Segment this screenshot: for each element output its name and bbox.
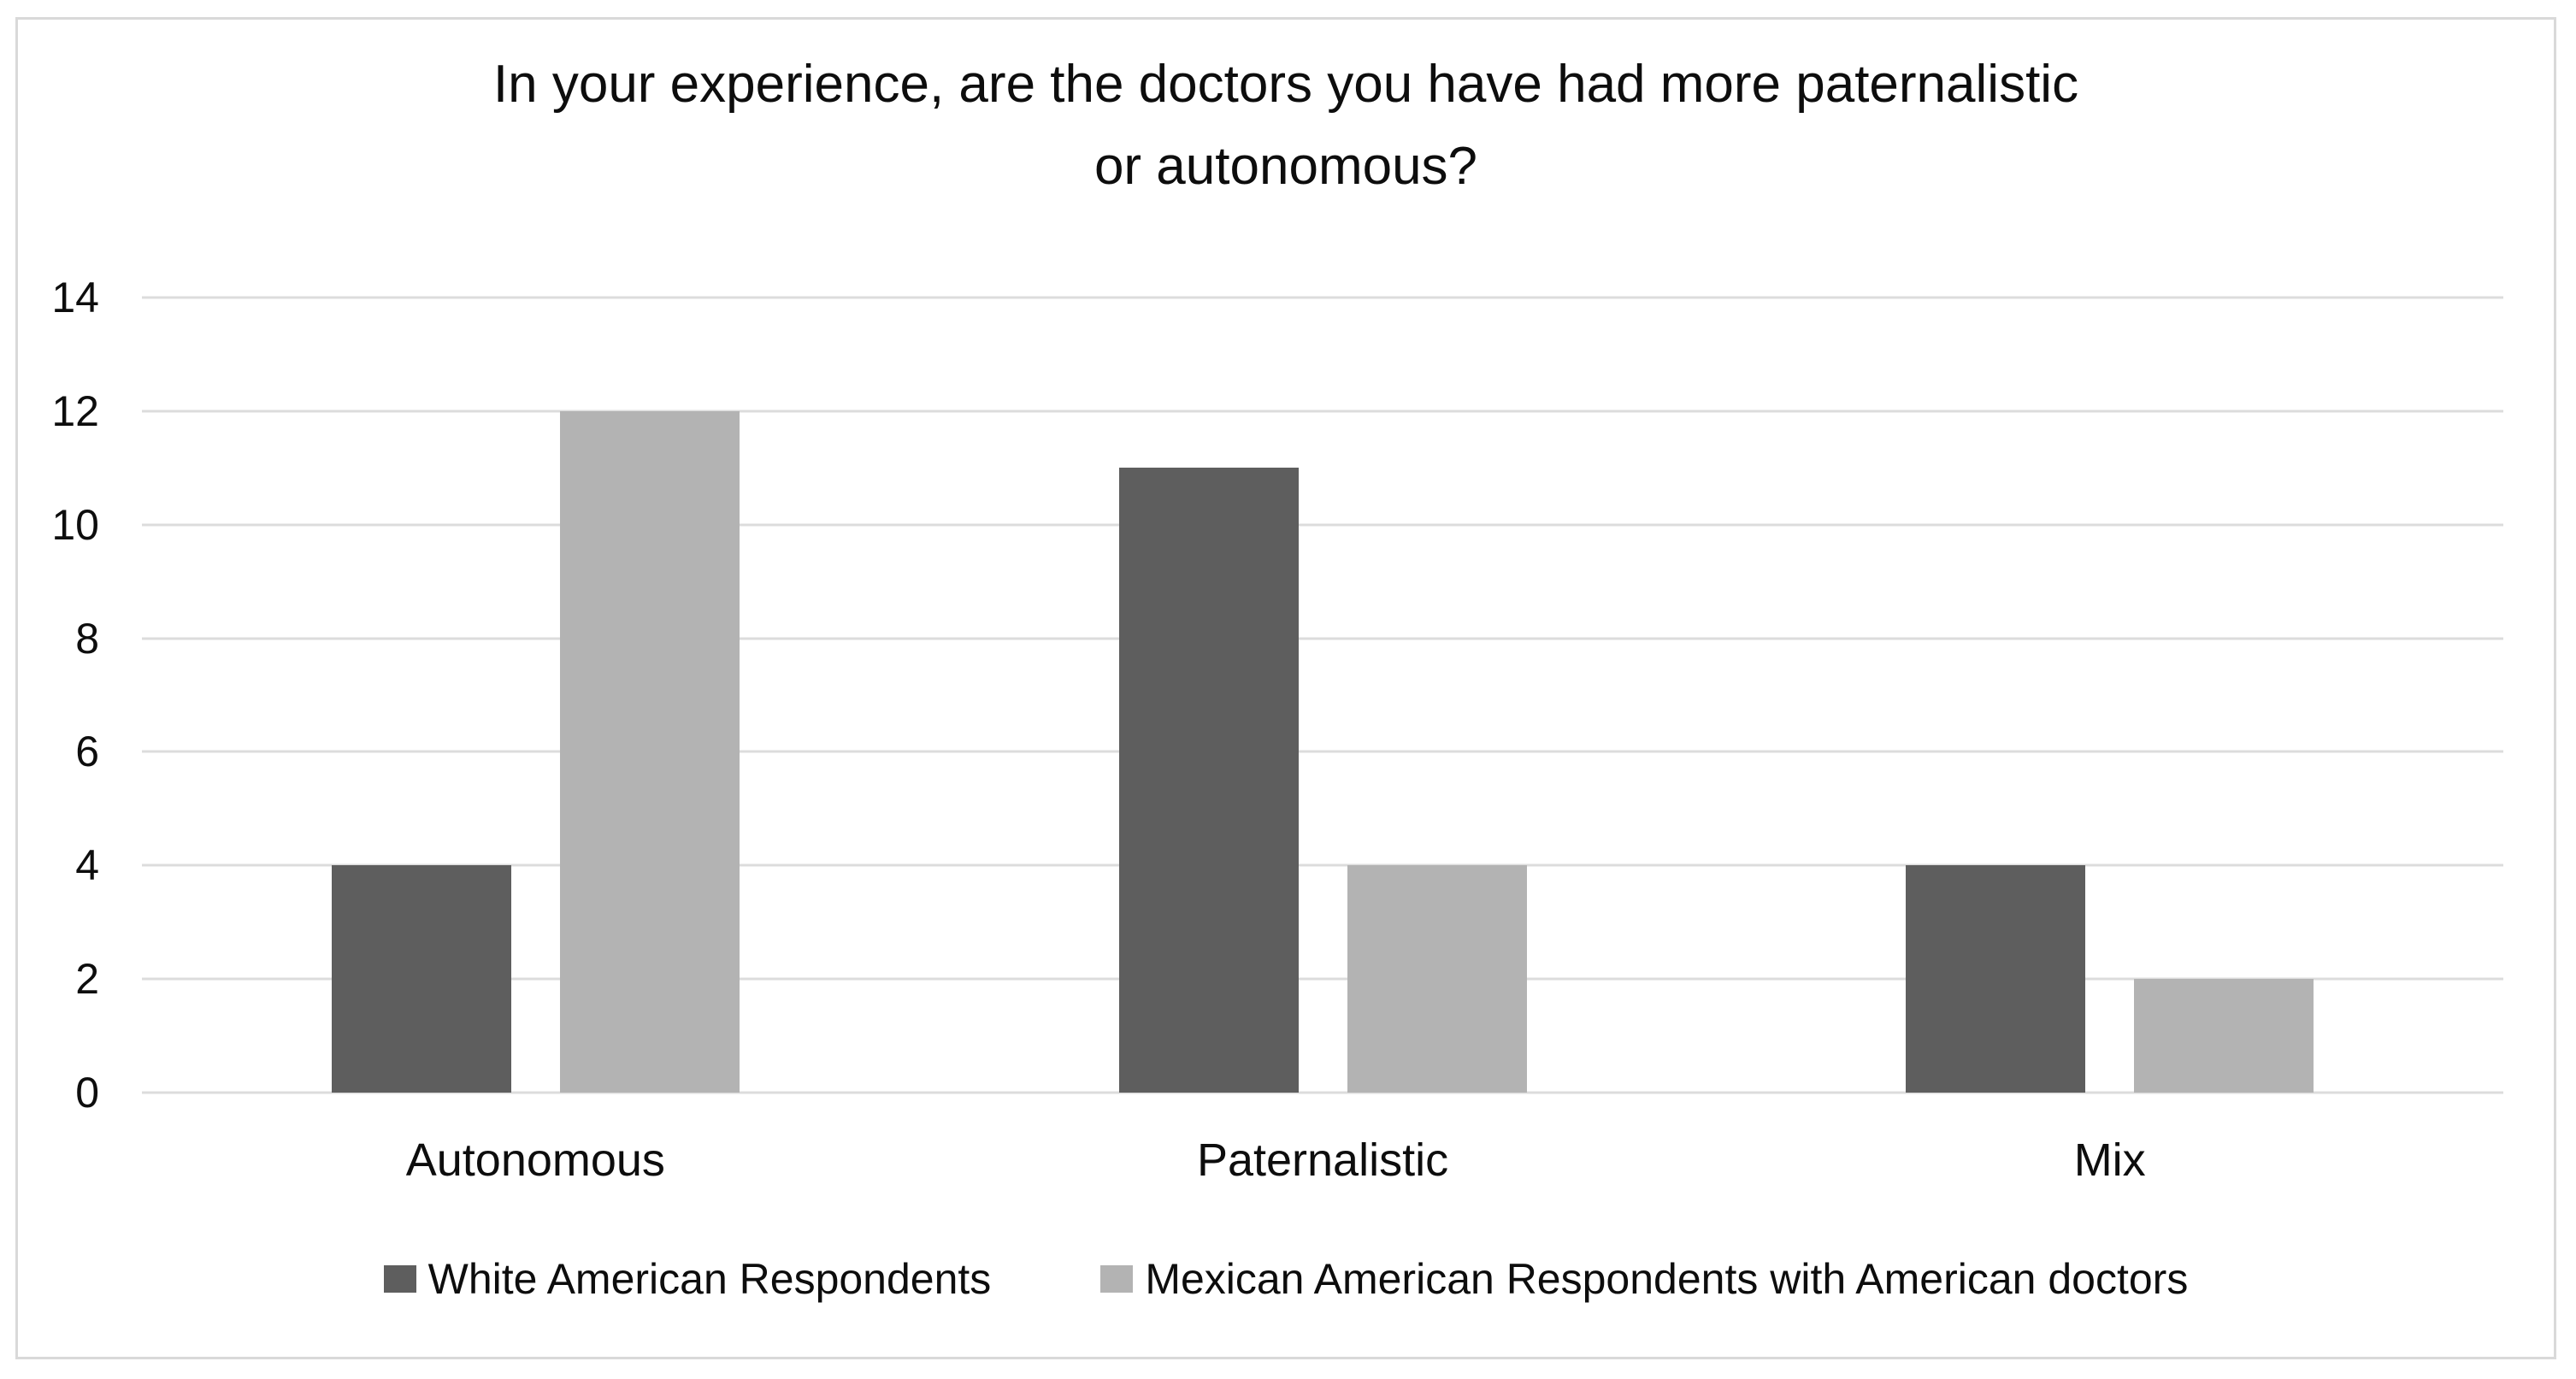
- x-axis-labels: Autonomous Paternalistic Mix: [142, 1133, 2503, 1187]
- legend-item: Mexican American Respondents with Americ…: [1100, 1252, 2188, 1305]
- bar: [559, 410, 740, 1093]
- chart-title-line-1: In your experience, are the doctors you …: [492, 55, 2079, 114]
- bar: [1347, 865, 1527, 1093]
- gridline: [142, 637, 2503, 640]
- gridline: [142, 863, 2503, 867]
- chart-title-line-2: or autonomous?: [1093, 137, 1478, 196]
- legend-swatch-icon: [1100, 1265, 1134, 1293]
- y-tick-label: 14: [51, 274, 99, 321]
- figure-border: In your experience, are the doctors you …: [15, 17, 2556, 1359]
- gridline: [142, 1091, 2503, 1094]
- y-tick-label: 10: [51, 500, 99, 549]
- y-axis: 0 2 4 6 8 10 12 14: [18, 276, 99, 1114]
- gridline: [142, 410, 2503, 413]
- legend: White American Respondents Mexican Americ…: [18, 1252, 2554, 1305]
- x-axis-label: Paternalistic: [1196, 1134, 1449, 1186]
- bar: [331, 865, 511, 1093]
- legend-item: White American Respondents: [383, 1252, 992, 1305]
- gridline: [142, 296, 2503, 299]
- y-tick-label: 4: [75, 841, 99, 890]
- y-tick-label: 12: [51, 386, 99, 435]
- gridline: [142, 750, 2503, 753]
- y-tick-label: 0: [75, 1069, 99, 1117]
- x-axis-label: Mix: [2073, 1134, 2146, 1186]
- bar-group-autonomous: [142, 298, 929, 1093]
- chart-title: In your experience, are the doctors you …: [18, 44, 2554, 208]
- bar: [1118, 468, 1299, 1093]
- legend-swatch-icon: [383, 1265, 416, 1293]
- plot-area: [142, 296, 2503, 1094]
- legend-label: White American Respondents: [427, 1255, 992, 1303]
- legend-label: Mexican American Respondents with Americ…: [1145, 1255, 2189, 1303]
- bar-group-paternalistic: [929, 298, 1717, 1093]
- bar-groups: [142, 298, 2503, 1093]
- y-tick-label: 8: [75, 614, 99, 663]
- bar: [2134, 979, 2314, 1093]
- bar: [1906, 865, 2086, 1093]
- gridline: [142, 523, 2503, 527]
- bar-group-mix: [1716, 298, 2503, 1093]
- y-tick-label: 6: [75, 728, 99, 776]
- y-tick-label: 2: [75, 955, 99, 1004]
- gridline: [142, 977, 2503, 981]
- x-axis-label: Autonomous: [405, 1134, 665, 1186]
